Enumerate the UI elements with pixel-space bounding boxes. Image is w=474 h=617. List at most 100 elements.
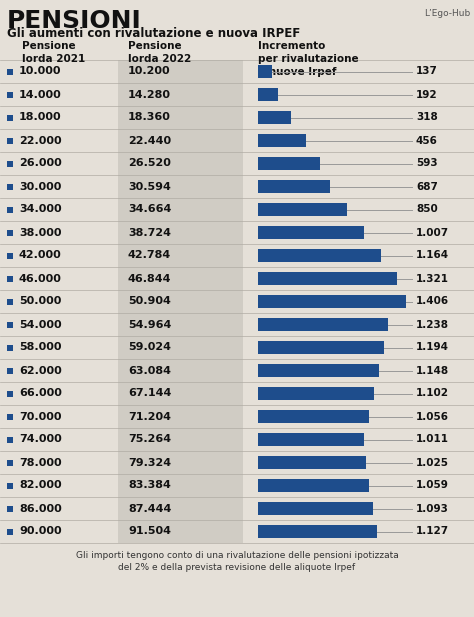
Bar — [258, 272, 397, 285]
Text: 54.000: 54.000 — [19, 320, 62, 329]
Bar — [7, 368, 13, 373]
Text: 1.238: 1.238 — [416, 320, 449, 329]
Text: 67.144: 67.144 — [128, 389, 172, 399]
Text: 59.024: 59.024 — [128, 342, 171, 352]
Text: 18.360: 18.360 — [128, 112, 171, 123]
Text: 50.000: 50.000 — [19, 297, 61, 307]
Text: 70.000: 70.000 — [19, 412, 62, 421]
Text: 50.904: 50.904 — [128, 297, 171, 307]
Bar — [7, 482, 13, 489]
Bar — [7, 160, 13, 167]
Bar — [258, 341, 383, 354]
Text: 456: 456 — [416, 136, 438, 146]
Text: L’Ego-Hub: L’Ego-Hub — [424, 9, 470, 18]
Text: 46.844: 46.844 — [128, 273, 172, 283]
Text: 1.406: 1.406 — [416, 297, 449, 307]
Bar — [7, 299, 13, 305]
Text: 192: 192 — [416, 89, 438, 99]
Bar — [7, 230, 13, 236]
Text: 46.000: 46.000 — [19, 273, 62, 283]
Bar — [258, 203, 347, 216]
Text: 82.000: 82.000 — [19, 481, 62, 491]
Text: 38.724: 38.724 — [128, 228, 171, 238]
Text: 1.148: 1.148 — [416, 365, 449, 376]
Text: 1.093: 1.093 — [416, 503, 449, 513]
Text: 1.127: 1.127 — [416, 526, 449, 537]
Bar — [7, 276, 13, 281]
Bar — [7, 115, 13, 120]
Text: 86.000: 86.000 — [19, 503, 62, 513]
Bar — [258, 111, 292, 124]
Bar — [258, 456, 366, 469]
Bar — [258, 364, 379, 377]
Bar — [258, 249, 381, 262]
Text: 42.000: 42.000 — [19, 251, 62, 260]
Bar — [7, 529, 13, 534]
Text: 78.000: 78.000 — [19, 457, 62, 468]
Text: 1.025: 1.025 — [416, 457, 449, 468]
Text: 75.264: 75.264 — [128, 434, 171, 444]
Bar — [7, 436, 13, 442]
Bar — [258, 387, 374, 400]
Bar — [118, 60, 243, 543]
Bar — [258, 410, 369, 423]
Text: 71.204: 71.204 — [128, 412, 171, 421]
Text: 1.059: 1.059 — [416, 481, 449, 491]
Bar — [258, 295, 406, 308]
Text: 42.784: 42.784 — [128, 251, 171, 260]
Bar — [7, 413, 13, 420]
Bar — [7, 91, 13, 97]
Text: Gli aumenti con rivalutazione e nuova IRPEF: Gli aumenti con rivalutazione e nuova IR… — [7, 27, 300, 40]
Text: 1.102: 1.102 — [416, 389, 449, 399]
Text: 10.200: 10.200 — [128, 67, 171, 77]
Text: 30.594: 30.594 — [128, 181, 171, 191]
Text: 30.000: 30.000 — [19, 181, 61, 191]
Bar — [7, 183, 13, 189]
Text: 34.000: 34.000 — [19, 204, 62, 215]
Bar — [258, 65, 273, 78]
Bar — [258, 134, 306, 147]
Bar — [258, 502, 373, 515]
Text: 58.000: 58.000 — [19, 342, 62, 352]
Text: 66.000: 66.000 — [19, 389, 62, 399]
Text: 63.084: 63.084 — [128, 365, 171, 376]
Text: 1.056: 1.056 — [416, 412, 449, 421]
Text: 90.000: 90.000 — [19, 526, 62, 537]
Text: 87.444: 87.444 — [128, 503, 172, 513]
Text: 18.000: 18.000 — [19, 112, 62, 123]
Text: 593: 593 — [416, 159, 438, 168]
Bar — [7, 505, 13, 511]
Text: 850: 850 — [416, 204, 438, 215]
Text: PENSIONI: PENSIONI — [7, 9, 142, 33]
Text: 1.321: 1.321 — [416, 273, 449, 283]
Bar — [7, 252, 13, 259]
Bar — [7, 68, 13, 75]
Bar — [7, 138, 13, 144]
Bar — [7, 460, 13, 465]
Bar — [7, 344, 13, 350]
Bar — [258, 157, 320, 170]
Bar — [258, 226, 364, 239]
Bar — [258, 88, 278, 101]
Text: 1.007: 1.007 — [416, 228, 449, 238]
Text: 79.324: 79.324 — [128, 457, 171, 468]
Bar — [258, 180, 330, 193]
Text: 1.194: 1.194 — [416, 342, 449, 352]
Text: 687: 687 — [416, 181, 438, 191]
Text: 54.964: 54.964 — [128, 320, 172, 329]
Text: 10.000: 10.000 — [19, 67, 62, 77]
Text: 1.011: 1.011 — [416, 434, 449, 444]
Text: 83.384: 83.384 — [128, 481, 171, 491]
Bar — [258, 433, 365, 446]
Text: 137: 137 — [416, 67, 438, 77]
Text: 62.000: 62.000 — [19, 365, 62, 376]
Text: 22.000: 22.000 — [19, 136, 62, 146]
Text: 26.520: 26.520 — [128, 159, 171, 168]
Text: Pensione
lorda 2022: Pensione lorda 2022 — [128, 41, 191, 64]
Bar — [7, 321, 13, 328]
Bar — [258, 318, 388, 331]
Text: Incremento
per rivalutazione
e nuove Irpef: Incremento per rivalutazione e nuove Irp… — [258, 41, 359, 77]
Text: 318: 318 — [416, 112, 438, 123]
Text: 91.504: 91.504 — [128, 526, 171, 537]
Text: 26.000: 26.000 — [19, 159, 62, 168]
